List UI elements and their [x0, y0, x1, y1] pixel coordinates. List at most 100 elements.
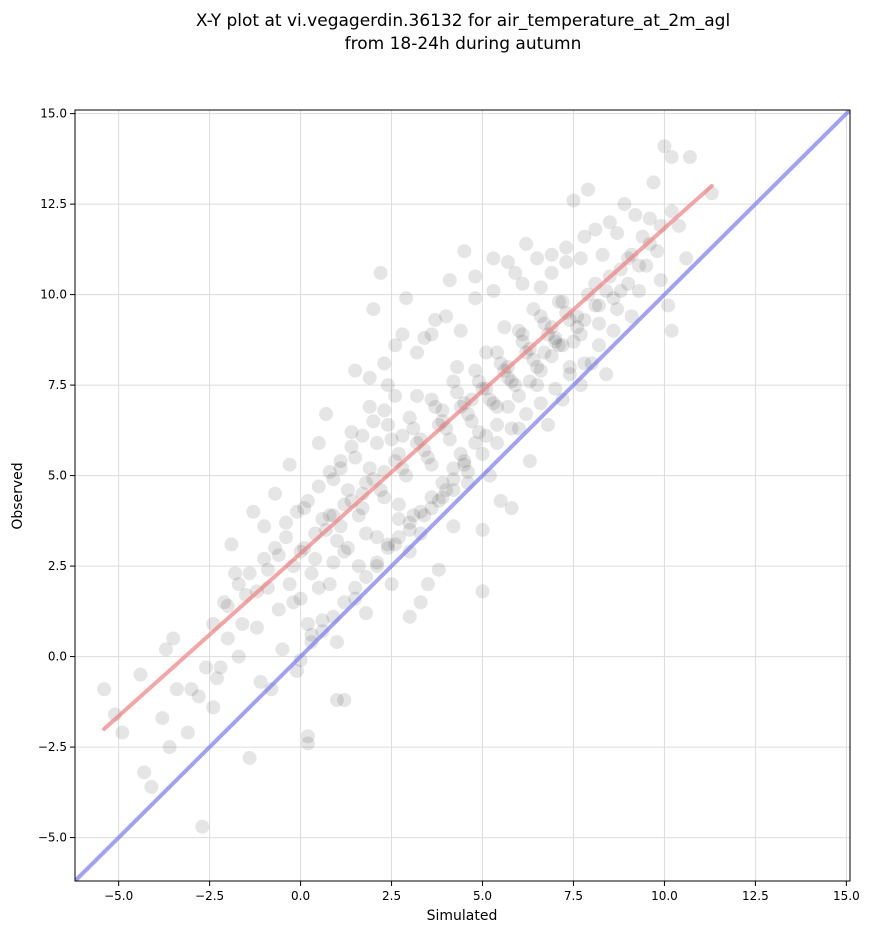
data-point-64 [373, 265, 388, 280]
data-point-249 [435, 490, 450, 505]
data-point-315 [355, 428, 370, 443]
data-point-224 [508, 378, 523, 393]
data-point-284 [559, 240, 574, 255]
data-point-143 [657, 139, 672, 154]
data-point-275 [424, 327, 439, 342]
data-point-127 [599, 367, 614, 382]
data-point-92 [475, 522, 490, 537]
data-point-312 [322, 464, 337, 479]
data-point-283 [544, 265, 559, 280]
data-point-281 [515, 276, 530, 291]
y-tick-label-3: 2.5 [48, 559, 67, 573]
data-point-55 [340, 540, 355, 555]
data-point-114 [551, 294, 566, 309]
data-point-36 [279, 530, 294, 545]
data-point-20 [217, 595, 232, 610]
x-axis-ticks: −5.0 −2.5 0.0 2.5 5.0 7.5 10.0 12.5 15.0 [104, 881, 860, 903]
data-point-250 [446, 472, 461, 487]
plot-frame [74, 109, 851, 882]
data-point-30 [257, 519, 272, 534]
data-point-242 [359, 526, 374, 541]
data-point-116 [559, 255, 574, 270]
data-point-253 [479, 428, 494, 443]
data-point-29 [253, 674, 268, 689]
data-point-198 [537, 316, 552, 331]
data-point-319 [293, 653, 308, 668]
data-point-241 [348, 591, 363, 606]
data-point-267 [631, 258, 646, 273]
y-axis-ticks: −5.0 −2.5 0.0 2.5 5.0 7.5 10.0 12.5 15.0 [38, 107, 75, 845]
data-point-196 [515, 334, 530, 349]
data-point-138 [639, 258, 654, 273]
data-point-146 [664, 323, 679, 338]
data-point-255 [500, 399, 515, 414]
data-point-277 [453, 323, 468, 338]
x-tick-label-1: −2.5 [195, 889, 224, 903]
data-point-115 [555, 392, 570, 407]
data-point-66 [380, 378, 395, 393]
data-point-222 [486, 396, 501, 411]
data-point-157 [369, 436, 384, 451]
data-point-203 [591, 298, 606, 313]
data-point-70 [395, 428, 410, 443]
data-point-329 [402, 515, 417, 530]
data-point-247 [413, 526, 428, 541]
data-point-58 [351, 559, 366, 574]
data-point-38 [286, 595, 301, 610]
data-point-260 [555, 338, 570, 353]
data-point-156 [359, 475, 374, 490]
data-point-113 [548, 334, 563, 349]
data-point-2 [115, 725, 130, 740]
data-point-326 [369, 559, 384, 574]
data-point-210 [355, 501, 370, 516]
data-point-278 [468, 269, 483, 284]
data-point-168 [490, 345, 505, 360]
data-point-172 [533, 309, 548, 324]
data-point-321 [315, 624, 330, 639]
data-point-119 [570, 309, 585, 324]
data-point-320 [304, 635, 319, 650]
data-point-282 [530, 251, 545, 266]
data-point-194 [493, 356, 508, 371]
y-tick-label-1: −2.5 [38, 740, 67, 754]
data-point-6 [155, 711, 170, 726]
data-point-76 [417, 331, 432, 346]
data-point-290 [431, 493, 446, 508]
data-point-288 [402, 522, 417, 537]
data-point-230 [573, 327, 588, 342]
data-point-219 [453, 399, 468, 414]
data-point-323 [337, 595, 352, 610]
data-point-285 [573, 251, 588, 266]
data-point-195 [504, 374, 519, 389]
data-point-48 [319, 407, 334, 422]
data-point-53 [333, 461, 348, 476]
data-point-236 [293, 591, 308, 606]
data-point-293 [475, 446, 490, 461]
data-point-228 [551, 338, 566, 353]
data-point-303 [220, 598, 235, 613]
data-point-126 [595, 247, 610, 262]
data-point-104 [515, 327, 530, 342]
data-point-220 [464, 414, 479, 429]
y-tick-label-5: 7.5 [48, 378, 67, 392]
y-tick-label-0: −5.0 [38, 831, 67, 845]
data-point-60 [359, 606, 374, 621]
data-point-35 [275, 642, 290, 657]
data-point-142 [653, 273, 668, 288]
data-point-34 [271, 548, 286, 563]
data-point-144 [661, 298, 676, 313]
data-point-325 [359, 569, 374, 584]
data-point-107 [526, 302, 541, 317]
data-point-246 [402, 544, 417, 559]
data-point-295 [504, 421, 519, 436]
data-point-111 [541, 417, 556, 432]
data-point-105 [519, 236, 534, 251]
data-point-264 [599, 283, 614, 298]
y-tick-label-6: 10.0 [40, 288, 67, 302]
data-point-87 [457, 244, 472, 259]
data-point-270 [664, 204, 679, 219]
data-point-10 [169, 682, 184, 697]
data-point-63 [369, 530, 384, 545]
data-point-184 [384, 432, 399, 447]
